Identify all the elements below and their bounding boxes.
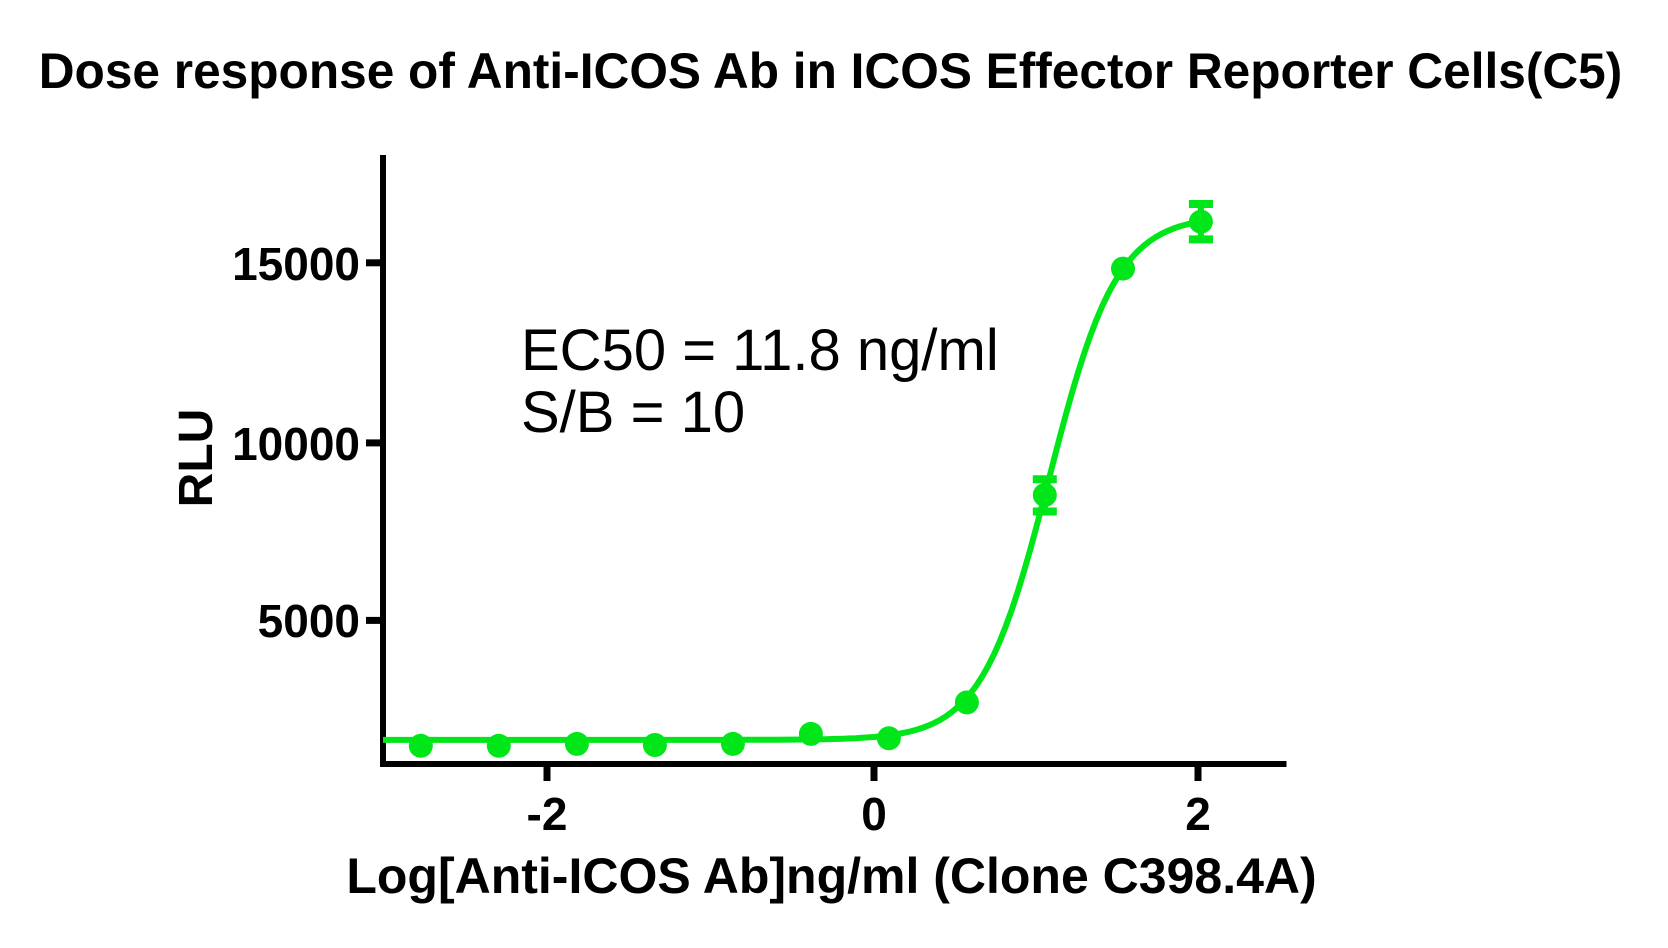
svg-text:2: 2	[1185, 788, 1211, 840]
svg-text:0: 0	[861, 788, 887, 840]
svg-text:5000: 5000	[258, 595, 360, 647]
svg-text:RLU: RLU	[170, 409, 223, 508]
svg-text:Dose response of Anti-ICOS Ab: Dose response of Anti-ICOS Ab in ICOS Ef…	[39, 43, 1623, 99]
svg-text:10000: 10000	[232, 418, 360, 470]
svg-text:15000: 15000	[232, 238, 360, 290]
svg-text:S/B = 10: S/B = 10	[521, 380, 745, 445]
svg-text:-2: -2	[527, 788, 568, 840]
svg-text:EC50 = 11.8 ng/ml: EC50 = 11.8 ng/ml	[521, 318, 999, 383]
svg-text:Log[Anti-ICOS Ab]ng/ml (Clone: Log[Anti-ICOS Ab]ng/ml (Clone C398.4A)	[346, 848, 1316, 904]
